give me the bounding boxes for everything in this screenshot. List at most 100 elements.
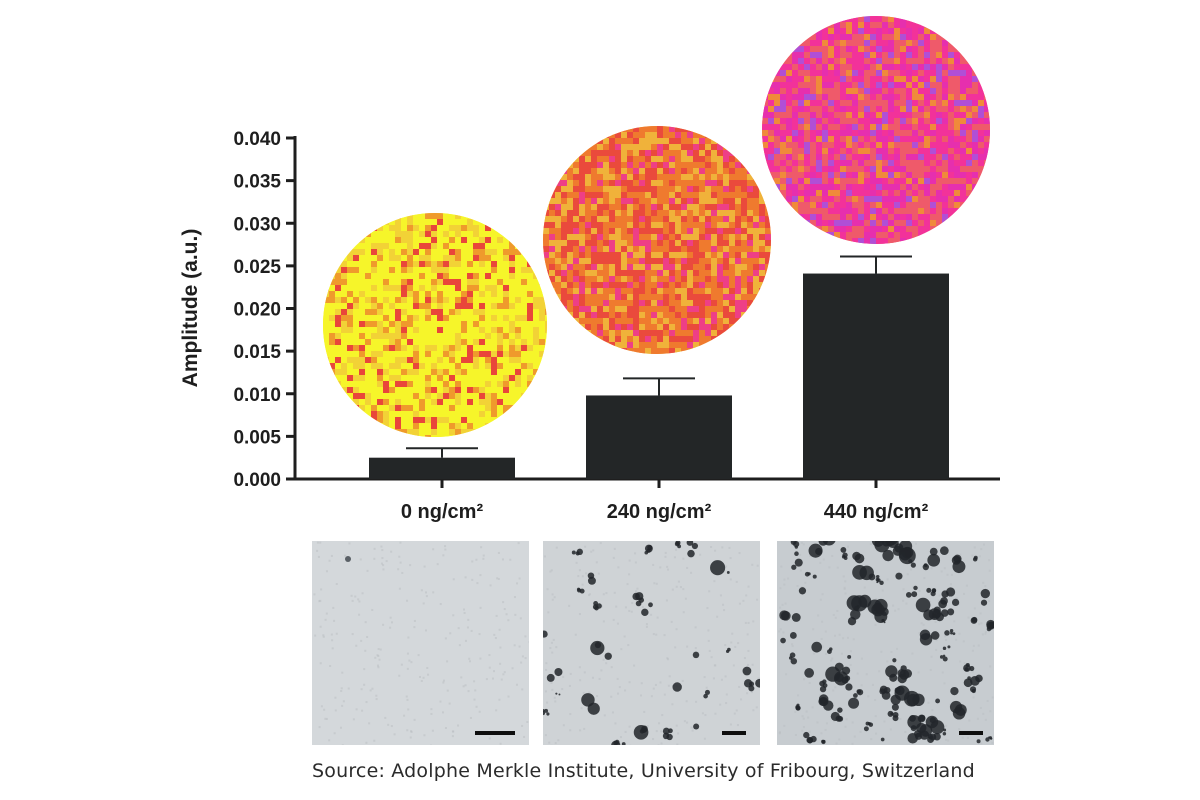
- y-tick-label: 0.035: [233, 172, 281, 193]
- particle: [871, 603, 885, 617]
- particle: [571, 550, 576, 555]
- particle: [927, 553, 941, 567]
- particle: [632, 592, 640, 601]
- particle: [933, 606, 941, 614]
- particle: [840, 547, 847, 553]
- particle: [587, 572, 595, 579]
- particle: [587, 702, 600, 715]
- particle: [704, 689, 710, 695]
- particle: [847, 654, 852, 659]
- particle: [935, 698, 941, 704]
- particle: [971, 688, 976, 694]
- tem-background: [543, 541, 760, 745]
- y-tick-label: 0.010: [233, 385, 281, 406]
- particle: [842, 552, 848, 558]
- particle: [863, 726, 869, 732]
- particle: [947, 645, 951, 649]
- particle: [804, 571, 810, 577]
- particle: [971, 616, 978, 623]
- particle: [973, 555, 978, 560]
- x-tick-label: 440 ng/cm²: [824, 501, 929, 523]
- tem-image-440: [777, 541, 994, 745]
- particle: [850, 609, 861, 620]
- particle: [975, 674, 983, 683]
- particle: [693, 723, 700, 730]
- particle: [986, 626, 992, 632]
- particle: [930, 720, 945, 735]
- inset-map-1: [543, 126, 771, 354]
- tem-image-0: [312, 541, 529, 745]
- y-tick-label: 0.020: [233, 300, 281, 321]
- y-tick-label: 0.015: [233, 342, 281, 363]
- particle: [887, 710, 894, 717]
- particle: [725, 649, 730, 654]
- particle: [789, 632, 797, 639]
- particle: [755, 678, 760, 688]
- particle: [796, 703, 800, 707]
- x-tick-label: 0 ng/cm²: [401, 501, 484, 523]
- particle: [806, 736, 813, 744]
- bars: [369, 255, 949, 479]
- particle: [710, 560, 726, 576]
- particle: [576, 548, 583, 556]
- particle: [829, 647, 833, 651]
- particle: [857, 689, 864, 696]
- particle: [848, 697, 860, 709]
- particle: [911, 591, 918, 598]
- particle: [791, 613, 801, 622]
- particle: [892, 715, 899, 722]
- particle: [604, 652, 612, 660]
- particle: [963, 664, 971, 672]
- particle: [904, 550, 912, 558]
- scale-bar: [722, 731, 746, 735]
- particle: [677, 544, 682, 549]
- particle: [881, 691, 891, 700]
- scale-bar: [959, 731, 983, 735]
- particle: [942, 646, 947, 651]
- particle: [558, 693, 561, 696]
- particle: [847, 617, 857, 626]
- particle: [794, 558, 803, 567]
- particle: [692, 651, 700, 659]
- particle: [980, 599, 988, 606]
- particle: [931, 588, 937, 594]
- particle: [950, 686, 959, 696]
- bar-2: [803, 273, 949, 479]
- particle: [544, 708, 549, 713]
- particle: [546, 712, 550, 716]
- particle: [895, 572, 903, 580]
- particle: [919, 629, 931, 641]
- particle: [954, 704, 967, 716]
- tem-background: [312, 541, 529, 745]
- particle: [909, 714, 916, 722]
- particle: [837, 707, 843, 713]
- particle: [865, 721, 870, 726]
- particle: [950, 631, 953, 635]
- y-tick-label: 0.030: [233, 214, 281, 235]
- particle: [947, 608, 955, 616]
- particle: [890, 694, 901, 705]
- particle: [980, 588, 991, 599]
- particle: [577, 587, 581, 591]
- particle: [952, 560, 966, 574]
- particle: [594, 605, 599, 611]
- particle: [939, 546, 949, 556]
- x-tick-label: 240 ng/cm²: [607, 501, 712, 523]
- particle: [819, 686, 827, 693]
- particle: [929, 547, 938, 556]
- particle: [851, 595, 868, 612]
- particle: [853, 693, 858, 698]
- particle: [641, 608, 649, 617]
- bar-1: [586, 395, 732, 479]
- particle: [919, 730, 930, 740]
- particle: [687, 549, 695, 558]
- particle: [899, 669, 910, 680]
- particle: [825, 666, 841, 682]
- particle: [879, 580, 884, 586]
- particle: [926, 587, 932, 593]
- inset-map-2: [762, 16, 990, 244]
- particle: [949, 628, 954, 633]
- particle: [822, 679, 827, 684]
- particle: [803, 731, 810, 739]
- particle: [852, 564, 867, 580]
